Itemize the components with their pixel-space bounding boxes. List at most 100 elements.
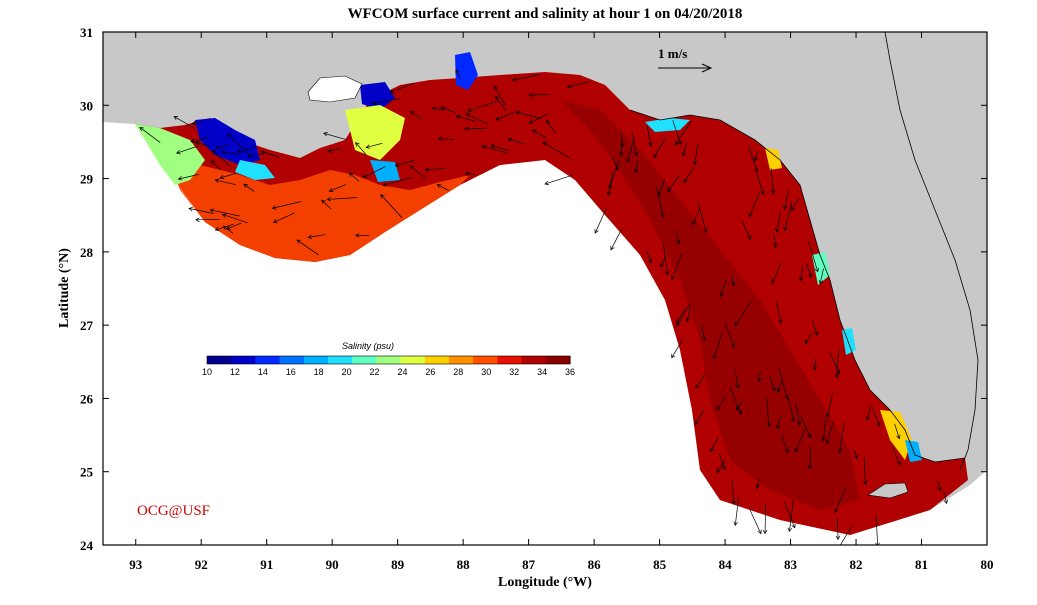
colorbar-swatch	[449, 356, 474, 364]
current-vector	[787, 499, 794, 533]
x-tick-label: 82	[850, 557, 863, 572]
colorbar-tick-label: 32	[509, 367, 519, 377]
lake-pontchartrain	[307, 75, 363, 103]
colorbar-ticks: 10 12 14 16 18 20 22 24 26 28 30 32 34 36	[202, 367, 575, 377]
current-vector	[794, 428, 806, 453]
x-tick-label: 90	[326, 557, 339, 572]
current-vector	[731, 479, 736, 505]
atchafalaya-cyan	[235, 160, 275, 180]
current-vector	[766, 397, 771, 428]
colorbar-swatch	[279, 356, 305, 364]
current-vector	[729, 386, 743, 415]
current-vector	[455, 114, 475, 122]
colorbar-tick-label: 30	[481, 367, 491, 377]
colorbar-tick-label: 20	[342, 367, 352, 377]
current-vector	[545, 120, 556, 134]
y-tick-label: 31	[80, 25, 93, 40]
current-vector	[748, 192, 761, 218]
colorbar-swatch	[400, 356, 426, 364]
current-vectors	[139, 68, 949, 545]
current-vector	[455, 68, 462, 80]
current-vector	[210, 160, 221, 171]
colorbar-tick-label: 36	[565, 367, 575, 377]
apalachicola-plume	[645, 118, 690, 132]
x-tick-label: 80	[981, 557, 994, 572]
current-vector	[839, 524, 853, 545]
current-vector	[747, 145, 759, 173]
current-vector	[681, 142, 688, 157]
colorbar-tick-label: 28	[453, 367, 463, 377]
current-vector	[730, 275, 736, 287]
current-vector	[825, 392, 834, 418]
current-vector	[762, 504, 768, 535]
current-vector	[328, 184, 346, 193]
current-vector	[646, 125, 653, 147]
current-vector	[804, 333, 813, 345]
current-vector	[362, 166, 386, 179]
current-vector	[685, 306, 691, 323]
colorbar-title: Salinity (psu)	[342, 341, 394, 351]
x-axis-label: Longitude (°W)	[498, 575, 592, 590]
colorbar-tick-label: 22	[370, 367, 380, 377]
current-vector	[436, 183, 449, 191]
current-vector	[672, 120, 682, 145]
scale-vector-label: 1 m/s	[658, 46, 687, 61]
current-vector	[653, 138, 666, 159]
current-vector	[139, 127, 161, 143]
current-vector	[787, 395, 796, 422]
current-vector	[834, 350, 840, 379]
colorbar-swatch	[376, 356, 402, 364]
current-vector	[223, 225, 234, 234]
mobile-bay-fresh	[455, 52, 478, 90]
x-tick-label: 84	[719, 557, 733, 572]
mississippi-plume	[135, 124, 205, 185]
current-vector	[380, 193, 403, 219]
current-vector	[389, 82, 415, 94]
current-vector	[716, 395, 727, 411]
current-vector	[490, 144, 510, 152]
colorbar-tick-label: 34	[537, 367, 547, 377]
current-vector	[891, 446, 901, 466]
colorbar-swatch	[303, 356, 329, 364]
current-vector	[542, 141, 570, 159]
current-vector	[741, 220, 752, 240]
current-vector	[464, 171, 477, 177]
current-vector	[825, 421, 834, 445]
current-vector	[190, 137, 208, 144]
current-vector	[195, 141, 211, 148]
current-vector	[778, 368, 789, 400]
current-vector	[495, 95, 507, 111]
current-vector	[219, 173, 236, 180]
current-vector	[507, 137, 525, 144]
current-vector	[323, 132, 348, 141]
current-vector	[176, 145, 199, 155]
y-tick-label: 25	[80, 465, 94, 480]
current-vector	[371, 98, 401, 106]
current-vector	[657, 179, 666, 197]
current-vector	[735, 401, 743, 411]
current-vector	[481, 144, 508, 154]
current-vector	[674, 120, 692, 146]
x-tick-label: 83	[784, 557, 798, 572]
current-vector	[798, 266, 804, 282]
x-tick-label: 91	[260, 557, 273, 572]
y-tick-label: 24	[80, 538, 94, 553]
tampa-bay-plume	[812, 252, 830, 285]
y-axis: 24 25 26 27 28 29 30 31	[80, 25, 987, 553]
high-salinity-core	[560, 100, 860, 510]
current-vector	[734, 370, 740, 389]
current-vector	[271, 201, 301, 210]
current-vector	[943, 489, 949, 505]
current-vector	[243, 183, 255, 192]
colorbar-swatch	[352, 356, 377, 364]
x-tick-label: 89	[391, 557, 405, 572]
current-vector	[307, 234, 326, 240]
current-vector	[667, 174, 680, 193]
current-vector	[365, 142, 383, 149]
current-vector	[612, 156, 619, 171]
current-vector	[437, 136, 454, 141]
y-tick-label: 30	[80, 98, 93, 113]
current-vector	[770, 168, 776, 195]
suwannee-plume	[765, 148, 782, 170]
current-vector	[214, 178, 236, 186]
